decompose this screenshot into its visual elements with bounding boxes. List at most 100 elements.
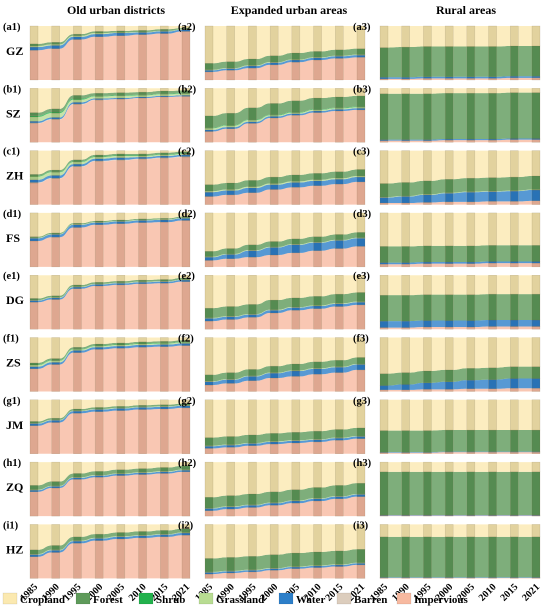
bar-segment-water bbox=[335, 437, 344, 441]
panel-label: (i3) bbox=[353, 520, 369, 531]
flow-segment bbox=[146, 93, 161, 96]
bar-segment-impervious bbox=[204, 196, 214, 205]
flow-segment bbox=[59, 287, 74, 300]
bar-segment-forest bbox=[29, 549, 39, 555]
flow-band-grassland bbox=[38, 469, 182, 491]
flow-segment bbox=[103, 538, 117, 579]
bar-segment-cropland bbox=[313, 337, 322, 362]
bar-segment-cropland bbox=[204, 212, 214, 252]
bar-segment-cropland bbox=[248, 337, 257, 370]
flow-segment bbox=[299, 57, 314, 61]
bar-segment-cropland bbox=[356, 399, 366, 429]
flow-segment bbox=[496, 378, 511, 389]
flow-segment bbox=[431, 337, 446, 371]
flow-segment bbox=[299, 565, 314, 568]
flow-segment bbox=[38, 297, 52, 303]
panel-a3: (a3) bbox=[353, 22, 541, 81]
bar-segment-impervious bbox=[51, 364, 60, 392]
bar-segment-cropland bbox=[401, 337, 410, 373]
flow-segment bbox=[299, 439, 314, 443]
year-bar-1990 bbox=[51, 150, 60, 205]
bar-segment-impervious bbox=[29, 50, 39, 81]
flow-segment bbox=[146, 95, 161, 99]
bar-segment-cropland bbox=[313, 461, 322, 488]
bar-segment-cropland bbox=[356, 524, 366, 550]
bar-segment-cropland bbox=[204, 461, 214, 498]
flow-segment bbox=[124, 220, 139, 224]
flow-segment bbox=[321, 337, 336, 362]
flow-segment bbox=[256, 275, 271, 305]
bar-segment-impervious bbox=[226, 508, 235, 517]
bar-segment-water bbox=[356, 563, 366, 566]
flow-band-water bbox=[388, 76, 532, 79]
bar-segment-water bbox=[181, 218, 191, 221]
flow-segment bbox=[474, 515, 489, 517]
flow-segment bbox=[496, 76, 511, 79]
year-bar-2005 bbox=[291, 461, 301, 517]
bar-segment-water bbox=[444, 381, 454, 390]
flow-segment bbox=[256, 444, 271, 454]
bar-segment-forest bbox=[226, 182, 235, 190]
flow-band-impervious bbox=[213, 109, 357, 143]
flow-segment bbox=[321, 440, 336, 454]
bar-segment-forest bbox=[116, 280, 126, 283]
flow-segment bbox=[518, 294, 532, 321]
bar-segment-cropland bbox=[466, 212, 476, 247]
bar-segment-cropland bbox=[181, 524, 191, 529]
flow-segment bbox=[124, 26, 139, 31]
flow-segment bbox=[299, 374, 314, 392]
bar-segment-grassland bbox=[51, 171, 60, 176]
bar-segment-cropland bbox=[73, 25, 82, 35]
year-bar-2021 bbox=[181, 25, 191, 81]
year-bar-2010 bbox=[138, 150, 147, 205]
bar-segment-water bbox=[531, 319, 541, 327]
bar-segment-cropland bbox=[94, 88, 104, 94]
flow-segment bbox=[453, 263, 467, 267]
year-bar-2021 bbox=[356, 150, 366, 205]
year-bar-1985 bbox=[379, 461, 389, 517]
bar-segment-forest bbox=[488, 46, 497, 77]
bar-segment-cropland bbox=[291, 524, 301, 554]
bar-segment-forest bbox=[313, 487, 322, 499]
bar-segment-cropland bbox=[226, 524, 235, 558]
flow-segment bbox=[256, 114, 271, 121]
bar-segment-forest bbox=[356, 549, 366, 563]
bar-segment-forest bbox=[423, 93, 432, 140]
flow-segment bbox=[453, 192, 467, 202]
flow-segment bbox=[453, 78, 467, 80]
panel-label: (h2) bbox=[178, 458, 197, 469]
flow-segment bbox=[81, 224, 96, 267]
bar-segment-cropland bbox=[94, 337, 104, 345]
bar-segment-impervious bbox=[466, 263, 476, 268]
flow-segment bbox=[299, 308, 314, 330]
year-bar-2000 bbox=[94, 399, 104, 454]
flow-segment bbox=[278, 553, 292, 569]
bar-segment-cropland bbox=[531, 524, 541, 538]
bar-segment-cropland bbox=[160, 25, 169, 30]
flow-segment bbox=[234, 186, 249, 191]
bar-segment-water bbox=[94, 475, 104, 478]
flow-segment bbox=[59, 159, 74, 172]
bar-segment-water bbox=[73, 410, 82, 414]
flow-segment bbox=[343, 54, 357, 57]
bar-segment-impervious bbox=[269, 254, 279, 268]
flow-segment bbox=[59, 224, 74, 235]
flow-segment bbox=[234, 121, 249, 129]
bar-segment-impervious bbox=[356, 109, 366, 143]
panel-label: (d2) bbox=[178, 209, 197, 220]
flow-segment bbox=[278, 244, 292, 256]
flow-segment bbox=[124, 474, 139, 517]
flow-segment bbox=[299, 109, 314, 113]
flow-segment bbox=[168, 465, 182, 472]
bar-segment-water bbox=[204, 256, 214, 261]
flow-segment bbox=[124, 156, 139, 158]
flow-segment bbox=[168, 220, 182, 267]
flow-segment bbox=[146, 406, 161, 408]
bar-segment-forest bbox=[226, 372, 235, 380]
year-bar-1995 bbox=[248, 461, 257, 517]
flow-segment bbox=[38, 360, 52, 367]
year-bar-2000 bbox=[269, 337, 279, 392]
flow-segment bbox=[146, 96, 161, 143]
bar-segment-forest bbox=[51, 545, 60, 550]
bar-segment-forest bbox=[466, 368, 476, 381]
